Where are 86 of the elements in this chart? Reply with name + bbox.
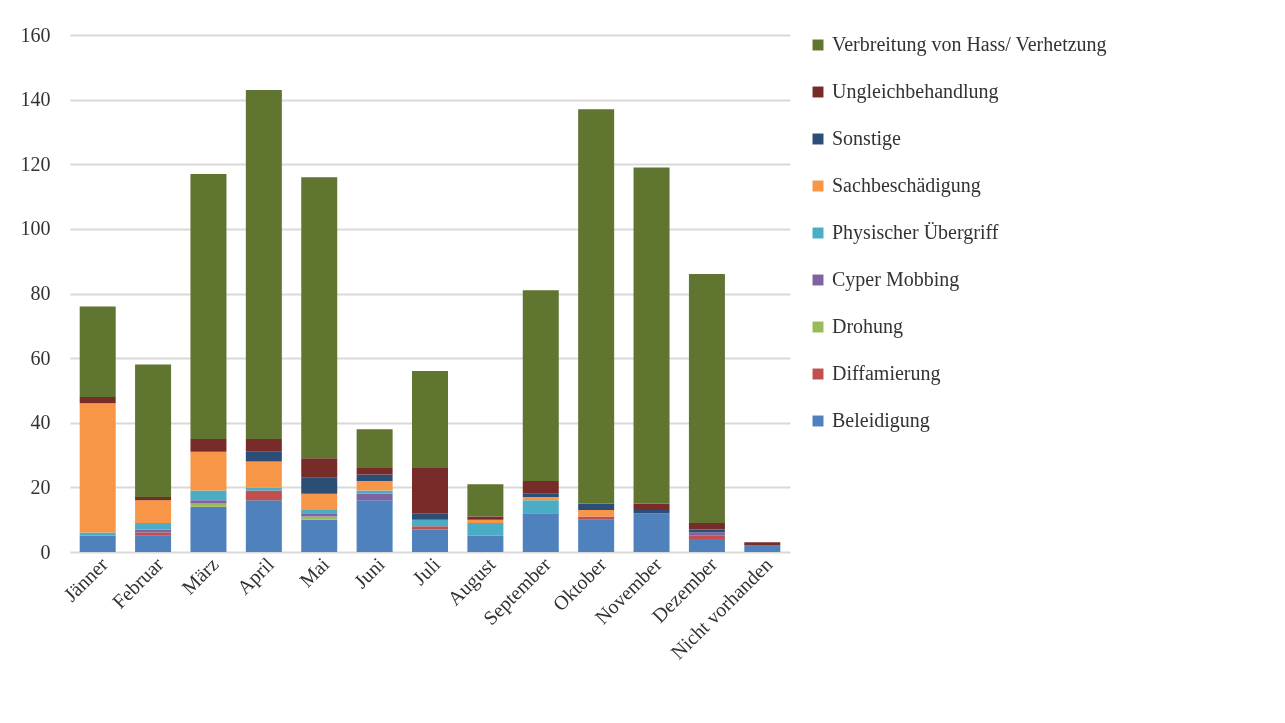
bar <box>578 509 615 517</box>
legend-label: Sachbeschädigung <box>832 174 981 197</box>
bar <box>245 451 282 462</box>
bar <box>356 493 393 501</box>
bar <box>412 371 448 468</box>
bar <box>412 526 448 530</box>
bar <box>578 516 615 520</box>
bar <box>467 535 504 552</box>
bar <box>245 89 282 439</box>
bar <box>522 513 559 552</box>
bar <box>688 274 725 523</box>
bar <box>412 513 448 520</box>
bar <box>356 467 393 475</box>
bar <box>301 509 338 514</box>
y-tick-label: 120 <box>20 152 51 175</box>
bar <box>190 438 227 452</box>
bar <box>79 403 116 533</box>
legend-label: Physischer Übergriff <box>832 221 999 244</box>
bar <box>356 500 393 552</box>
bar <box>301 458 338 478</box>
bar <box>412 519 448 527</box>
bar <box>356 474 393 481</box>
bar <box>190 173 227 439</box>
y-tick-label: 80 <box>30 282 51 304</box>
bar <box>190 451 227 491</box>
y-tick-label: 40 <box>30 411 51 434</box>
bar <box>190 490 227 501</box>
bar <box>522 290 559 481</box>
bar <box>633 509 670 514</box>
legend-label: Sonstige <box>832 127 902 150</box>
bar <box>467 522 504 536</box>
x-tick-label: Mai <box>295 552 334 592</box>
legend-label: Beleidigung <box>832 409 930 432</box>
legend-label: Verbreitung von Hass/ Verhetzung <box>832 33 1107 56</box>
legend-label: Diffamierung <box>832 362 941 385</box>
bar <box>578 109 615 504</box>
bar <box>135 364 172 498</box>
bar <box>245 461 282 488</box>
bar <box>135 497 172 501</box>
legend-label: Drohung <box>832 315 904 338</box>
bar <box>578 519 615 552</box>
x-tick-label: Juli <box>408 552 445 590</box>
bar <box>301 177 338 459</box>
bar <box>135 500 172 523</box>
bar <box>79 396 116 404</box>
bar <box>301 477 338 494</box>
bar <box>633 513 670 552</box>
bar <box>522 500 559 514</box>
bar <box>688 522 725 530</box>
bar <box>301 493 338 510</box>
bar <box>79 532 116 536</box>
bar <box>522 493 559 498</box>
bar <box>467 484 504 517</box>
y-tick-label: 0 <box>40 540 51 563</box>
bar <box>245 438 282 452</box>
bar <box>744 542 781 546</box>
y-tick-label: 160 <box>20 23 51 46</box>
bar <box>412 529 448 552</box>
bar <box>522 480 559 494</box>
bar <box>633 503 670 510</box>
bar <box>245 500 282 552</box>
x-tick-label: Juni <box>349 552 390 593</box>
bar <box>522 497 559 501</box>
bar <box>190 506 227 552</box>
y-tick-label: 140 <box>20 88 51 111</box>
bar <box>245 487 282 491</box>
bar <box>744 545 781 552</box>
bar <box>633 167 670 504</box>
y-tick-label: 20 <box>30 475 51 498</box>
bar <box>688 539 725 552</box>
y-tick-label: 100 <box>20 217 51 240</box>
bar <box>79 306 116 397</box>
bar <box>412 467 448 514</box>
bar <box>688 535 725 540</box>
bar <box>356 480 393 491</box>
bar <box>356 429 393 468</box>
legend-label: Cyper Mobbing <box>832 268 960 291</box>
y-tick-label: 60 <box>30 346 51 369</box>
bar <box>135 535 172 552</box>
bar <box>301 519 338 552</box>
bar <box>245 490 282 501</box>
bar <box>356 490 393 494</box>
bar <box>79 535 116 552</box>
bar <box>578 503 615 510</box>
bar <box>135 522 172 530</box>
legend-label: Ungleichbehandlung <box>832 80 999 103</box>
